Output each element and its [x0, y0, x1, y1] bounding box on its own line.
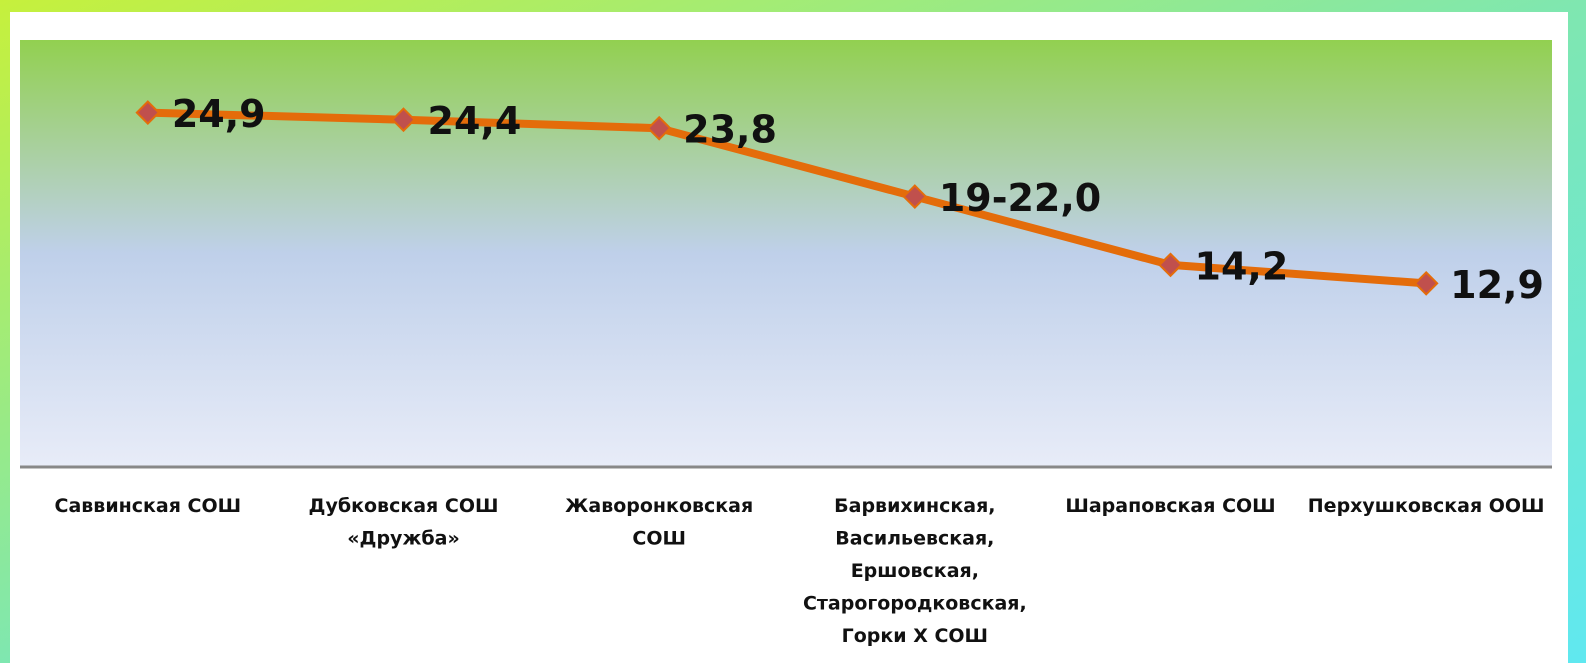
marker	[1413, 270, 1439, 296]
marker	[1158, 252, 1183, 278]
x-tick-label: Шараповская СОШ	[1065, 495, 1275, 517]
x-tick-label: Барвихинская, Васильевская, Ершовская, Стар…	[803, 495, 1027, 647]
data-label: 14,2	[1195, 244, 1289, 288]
x-tick-label: Перхушковская ООШ	[1308, 495, 1545, 517]
x-tick-label: Саввинская СОШ	[55, 495, 242, 517]
marker	[135, 100, 161, 126]
line	[147, 108, 1427, 288]
plot-area	[20, 40, 1552, 467]
marker	[391, 107, 416, 133]
data-label: 24,9	[172, 92, 266, 136]
data-label: 23,8	[683, 108, 777, 152]
data-label: 24,4	[428, 99, 522, 143]
data-label: 12,9	[1450, 263, 1544, 307]
marker	[646, 115, 672, 141]
x-tick-label: Дубковская СОШ «Дружба»	[309, 495, 499, 550]
x-tick-label: Жаворонковская СОШ	[565, 495, 753, 550]
marker	[902, 184, 928, 209]
data-label: 19-22,0	[939, 176, 1101, 220]
